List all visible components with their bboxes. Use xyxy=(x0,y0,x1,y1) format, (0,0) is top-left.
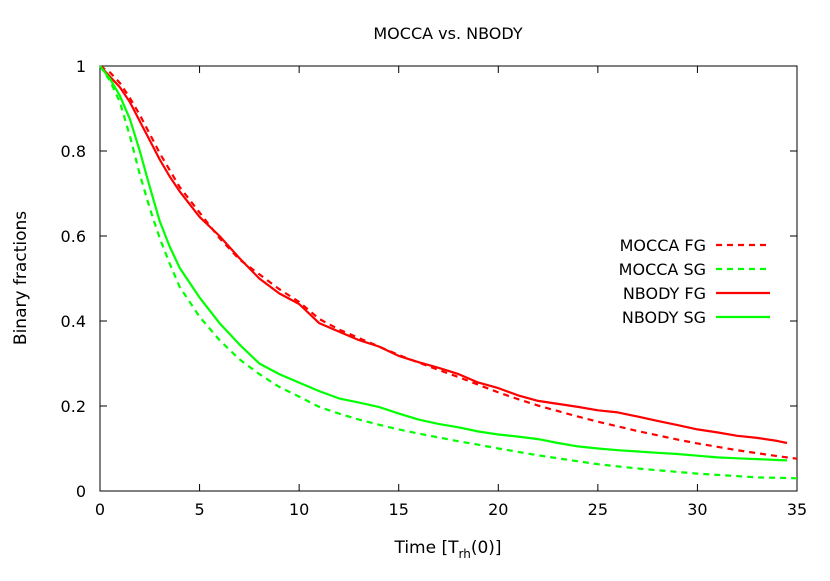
x-axis-label-main: Time [T xyxy=(393,538,459,558)
x-tick-label: 20 xyxy=(488,500,508,519)
x-tick-label: 5 xyxy=(194,500,204,519)
series-layer xyxy=(99,65,798,480)
y-tick-label: 0.2 xyxy=(61,397,86,416)
x-axis-label-tail: (0)] xyxy=(471,538,502,558)
x-tick-label: 25 xyxy=(588,500,608,519)
x-tick-label: 30 xyxy=(687,500,707,519)
y-tick-label: 0.8 xyxy=(61,142,86,161)
series-nbody-fg xyxy=(99,65,788,445)
x-tick-label: 10 xyxy=(289,500,309,519)
legend-label-nbody-fg: NBODY FG xyxy=(623,284,706,303)
legend-label-nbody-sg: NBODY SG xyxy=(622,308,706,327)
y-tick-label: 0 xyxy=(76,482,86,501)
legend-label-mocca-sg: MOCCA SG xyxy=(619,260,706,279)
x-axis: 0 5 10 15 20 25 30 35 xyxy=(95,66,807,519)
series-nbody-sg xyxy=(99,65,788,462)
legend-label-mocca-fg: MOCCA FG xyxy=(620,236,706,255)
x-tick-label: 15 xyxy=(389,500,409,519)
plot-area xyxy=(99,65,798,492)
y-axis-label: Binary fractions xyxy=(11,211,31,345)
x-tick-label: 0 xyxy=(95,500,105,519)
legend: MOCCA FG MOCCA SG NBODY FG NBODY SG xyxy=(619,236,770,327)
x-axis-label: Time [Trh(0)] xyxy=(393,538,501,561)
y-tick-label: 0.4 xyxy=(61,312,86,331)
x-tick-label: 35 xyxy=(787,500,807,519)
y-tick-label: 0.6 xyxy=(61,227,86,246)
series-mocca-fg xyxy=(99,65,798,460)
x-axis-label-sub: rh xyxy=(458,547,470,561)
chart-title: MOCCA vs. NBODY xyxy=(373,24,522,43)
plot-border xyxy=(99,65,798,492)
y-tick-label: 1 xyxy=(76,57,86,76)
y-axis: 0 0.2 0.4 0.6 0.8 1 xyxy=(61,57,797,501)
